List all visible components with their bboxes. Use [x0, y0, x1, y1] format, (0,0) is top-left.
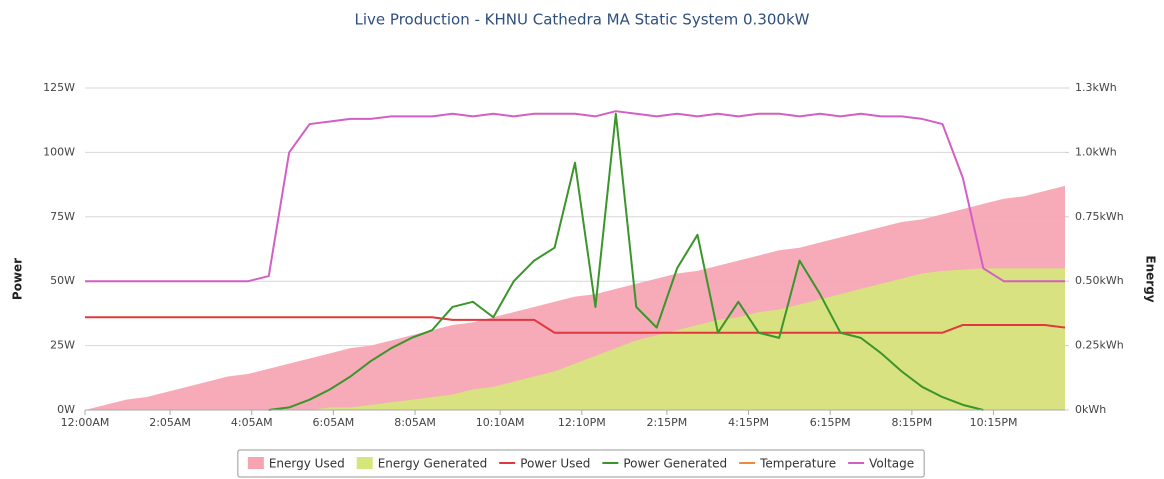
- y2-axis-title: Energy: [1144, 255, 1158, 302]
- y2-tick-label: 0.50kWh: [1075, 274, 1124, 287]
- legend-swatch: [247, 457, 264, 469]
- x-tick-label: 2:05AM: [149, 416, 191, 429]
- x-tick-label: 10:10AM: [476, 416, 525, 429]
- y2-tick-label: 0kWh: [1075, 403, 1106, 416]
- x-tick-label: 4:15PM: [728, 416, 769, 429]
- y-tick-label: 50W: [50, 274, 75, 287]
- legend-item: Temperature: [739, 457, 836, 471]
- x-tick-label: 2:15PM: [646, 416, 687, 429]
- legend-label: Voltage: [869, 457, 914, 471]
- y-tick-label: 25W: [50, 339, 75, 352]
- chart-title: Live Production - KHNU Cathedra MA Stati…: [355, 11, 810, 29]
- y-tick-label: 75W: [50, 210, 75, 223]
- x-tick-label: 6:05AM: [313, 416, 355, 429]
- y2-tick-label: 1.3kWh: [1075, 81, 1117, 94]
- legend-item: Power Generated: [602, 457, 727, 471]
- x-tick-label: 6:15PM: [810, 416, 851, 429]
- y-tick-label: 125W: [43, 81, 75, 94]
- legend-label: Power Generated: [623, 457, 727, 471]
- legend: Energy Used Energy Generated Power Used Pow…: [237, 449, 925, 478]
- x-tick-label: 10:15PM: [970, 416, 1018, 429]
- x-tick-label: 12:10PM: [558, 416, 606, 429]
- y-axis-title: Power: [11, 258, 25, 300]
- legend-item: Energy Generated: [356, 457, 488, 471]
- legend-swatch: [356, 457, 373, 469]
- area: [85, 268, 1065, 410]
- x-tick-label: 12:00AM: [61, 416, 110, 429]
- legend-box: [237, 449, 925, 478]
- line: [85, 110, 1065, 283]
- legend-item: Power Used: [499, 457, 590, 471]
- legend-item: Voltage: [848, 457, 914, 471]
- y-tick-label: 0W: [57, 403, 75, 416]
- x-tick-label: 8:15PM: [891, 416, 932, 429]
- y-tick-label: 100W: [43, 145, 75, 158]
- line: [85, 316, 1066, 334]
- legend-item: Energy Used: [247, 457, 345, 471]
- x-tick-label: 8:05AM: [394, 416, 436, 429]
- x-tick-label: 4:05AM: [231, 416, 273, 429]
- y2-tick-label: 1.0kWh: [1075, 145, 1117, 158]
- legend-label: Energy Generated: [378, 457, 488, 471]
- line: [268, 112, 984, 411]
- legend-label: Energy Used: [269, 457, 345, 471]
- y2-tick-label: 0.75kWh: [1075, 210, 1124, 223]
- y2-tick-label: 0.25kWh: [1075, 339, 1124, 352]
- legend-label: Power Used: [520, 457, 590, 471]
- legend-label: Temperature: [759, 457, 836, 471]
